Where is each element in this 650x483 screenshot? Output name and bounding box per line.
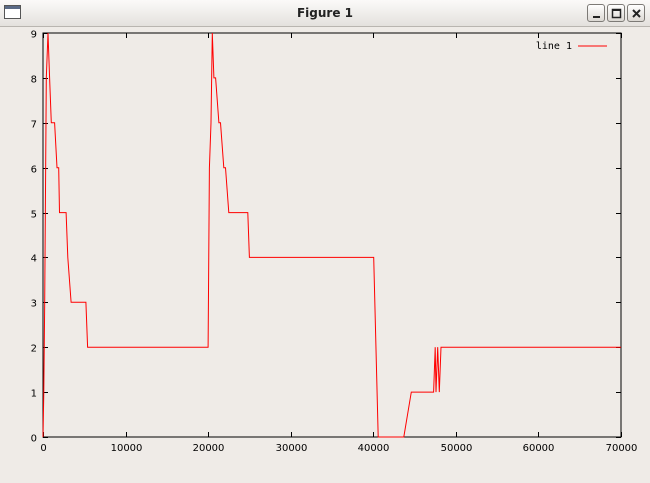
maximize-icon <box>611 8 622 19</box>
y-tick-label: 8 <box>31 75 37 86</box>
x-tick-label: 60000 <box>523 443 555 454</box>
window-title: Figure 1 <box>296 6 354 20</box>
series-line <box>42 32 621 438</box>
minimize-icon <box>593 16 600 18</box>
y-tick-label: 2 <box>31 344 37 355</box>
y-tick-label: 0 <box>31 434 37 445</box>
y-tick-label: 5 <box>31 210 37 221</box>
maximize-button[interactable] <box>607 4 625 22</box>
figure-canvas: 0 10000 20000 30000 40000 50000 60000 70000 0 1 2 3… <box>0 27 650 479</box>
x-tick-label: 70000 <box>606 443 638 454</box>
window-icon[interactable] <box>4 5 21 19</box>
y-tick-label: 4 <box>31 254 37 265</box>
x-tick-label: 0 <box>40 443 46 454</box>
x-tick-label: 40000 <box>358 443 390 454</box>
y-tick-label: 6 <box>31 165 37 176</box>
y-tick-label: 1 <box>31 389 37 400</box>
x-tick-label: 50000 <box>441 443 473 454</box>
plot-frame <box>42 32 622 438</box>
minimize-button[interactable] <box>587 4 605 22</box>
line-chart: 0 10000 20000 30000 40000 50000 60000 70000 0 1 2 3… <box>31 30 638 455</box>
x-tick-label: 10000 <box>111 443 143 454</box>
x-tick-label: 20000 <box>193 443 225 454</box>
x-tick-label: 30000 <box>276 443 308 454</box>
y-tick-label: 3 <box>31 299 37 310</box>
close-button[interactable] <box>627 4 645 22</box>
legend-label: line 1 <box>536 41 572 52</box>
window-titlebar[interactable]: Figure 1 <box>0 0 650 27</box>
y-tick-label: 9 <box>31 30 37 41</box>
close-icon <box>632 9 641 18</box>
y-tick-label: 7 <box>31 120 37 131</box>
